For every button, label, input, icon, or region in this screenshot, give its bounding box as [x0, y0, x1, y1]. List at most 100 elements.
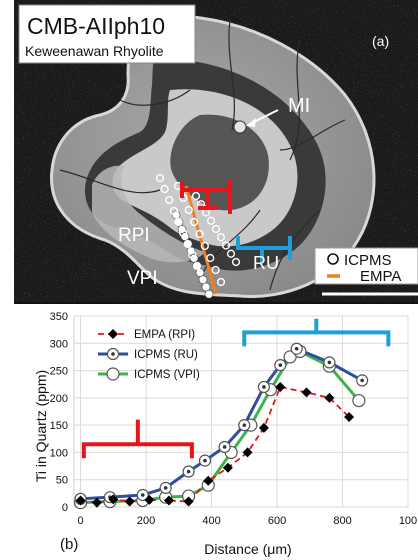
panel-label-b: (b)	[60, 536, 78, 553]
chart-axes: 0 50 100 150 200 250 300 350 0 200 400 600 800 100	[50, 311, 418, 527]
point-empa	[222, 462, 233, 473]
icpms-spot	[216, 277, 226, 287]
zone-label-ru: RU	[253, 253, 279, 273]
photo-legend: ICPMS EMPA	[314, 247, 418, 285]
sample-label-box	[18, 4, 196, 64]
point-empa	[275, 381, 286, 392]
empa-spot	[186, 246, 196, 256]
y-tick-label: 200	[50, 393, 68, 405]
x-tick-label: 100	[399, 515, 417, 527]
point-icpms-ru-center	[360, 378, 364, 383]
icpms-spot	[160, 184, 169, 194]
chart-series	[73, 342, 369, 510]
sample-name: CMB-AIIph10	[27, 13, 165, 39]
panel-label-a: (a)	[372, 33, 389, 49]
y-tick-label: 100	[50, 447, 68, 459]
blue-bracket	[236, 236, 292, 262]
icpms-spot	[192, 261, 202, 271]
point-icpms-vpi	[106, 367, 120, 381]
x-tick-label: 200	[137, 515, 155, 527]
y-tick-label: 300	[50, 338, 68, 350]
icpms-spot	[155, 173, 165, 183]
plot-area	[73, 315, 409, 508]
quartz-core	[170, 114, 269, 211]
point-empa	[108, 329, 118, 339]
legend-icpms-marker	[327, 253, 339, 265]
y-tick-label: 150	[50, 420, 68, 432]
point-icpms-ru-center	[327, 360, 332, 365]
icpms-spot	[169, 206, 178, 216]
point-empa	[124, 496, 135, 507]
point-empa	[144, 494, 155, 505]
icpms-spot	[190, 217, 199, 227]
point-icpms-ru-center	[186, 469, 191, 474]
point-icpms-vpi	[352, 393, 366, 408]
chart-panel: 0 50 100 150 200 250 300 350 0 200 400 600 800 100 EM…	[33, 311, 417, 557]
point-icpms-ru-center	[278, 363, 283, 367]
point-empa	[108, 494, 119, 505]
icpms-spot	[183, 239, 192, 249]
icpms-spot	[211, 265, 220, 275]
icpms-spot	[206, 253, 215, 263]
zone-label-mi: MI	[288, 95, 310, 117]
y-tick-label: 350	[50, 311, 68, 323]
point-empa	[301, 387, 312, 398]
icpms-spot	[195, 229, 204, 239]
y-axis-label: Ti in Quartz (ppm)	[33, 370, 49, 482]
x-tick-label: 600	[268, 515, 286, 527]
empa-spot	[201, 282, 211, 292]
point-empa	[91, 497, 102, 508]
point-empa	[163, 495, 174, 506]
icpms-spot	[184, 205, 193, 215]
y-tick-label: 50	[56, 475, 68, 487]
chart-annotations	[81, 318, 391, 459]
point-icpms-vpi	[283, 350, 297, 364]
icpms-spot	[221, 241, 231, 250]
zone-label-vpi: VPI	[127, 268, 158, 289]
icpms-spot	[174, 217, 183, 227]
point-icpms-ru-center	[203, 458, 207, 463]
panel-b-margin	[0, 303, 14, 560]
melt-inclusion	[233, 120, 247, 134]
legend-label-1: ICPMS (RU)	[134, 349, 198, 361]
legend-label-2: ICPMS (VPI)	[134, 369, 200, 381]
blue-bracket-annotation	[242, 318, 391, 347]
chart-grid	[73, 315, 409, 508]
icpms-spot	[191, 191, 201, 201]
point-icpms-ru-center	[222, 445, 227, 449]
y-tick-label: 0	[62, 502, 68, 514]
icpms-spot	[206, 216, 216, 225]
point-empa	[324, 392, 335, 403]
empa-spot	[204, 289, 214, 299]
mi-arrow-head	[246, 118, 256, 127]
sample-description: Keweenawan Rhyolite	[25, 43, 164, 59]
icpms-spot	[179, 228, 188, 238]
point-empa	[75, 495, 86, 506]
point-empa	[258, 422, 269, 433]
point-icpms-ru-center	[294, 346, 299, 351]
x-tick-label: 400	[202, 515, 220, 527]
icpms-spot	[231, 257, 241, 267]
icpms-spot	[216, 233, 226, 242]
icpms-spot	[188, 250, 197, 260]
point-icpms-ru-center	[111, 352, 115, 356]
photo-panel: MI RPI RU VPI CMB-AIIph10 Keweenawan Rhy…	[14, 0, 418, 322]
y-tick-label: 250	[50, 366, 68, 378]
point-icpms-ru-center	[262, 385, 266, 389]
zone-label-rpi: RPI	[118, 225, 150, 246]
point-empa	[183, 496, 194, 507]
point-empa	[242, 447, 253, 458]
legend-empa-label: EMPA	[360, 268, 401, 285]
point-empa	[344, 411, 355, 422]
x-axis-label: Distance (μm)	[204, 541, 291, 557]
icpms-spot	[226, 249, 236, 258]
empa-line	[184, 185, 218, 295]
point-icpms-ru-center	[242, 423, 247, 427]
point-icpms-ru-center	[140, 493, 145, 497]
chart-legend: EMPA (RPI) ICPMS (RU) ICPMS (VPI)	[98, 329, 200, 381]
x-tick-label: 800	[333, 515, 351, 527]
icpms-spot	[211, 224, 221, 234]
point-empa	[203, 475, 214, 486]
